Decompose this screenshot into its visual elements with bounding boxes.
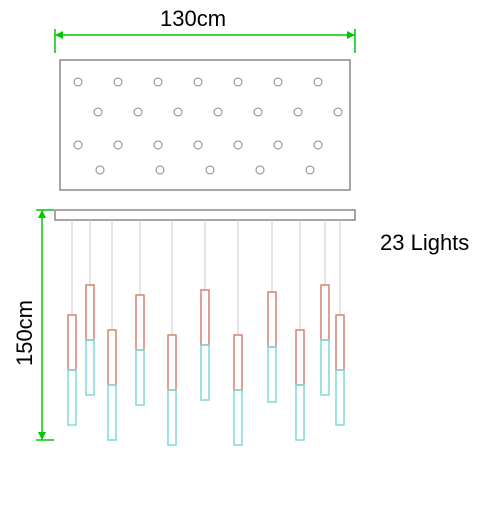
width-dimension-label: 130cm [160, 6, 226, 32]
height-dimension-label: 150cm [12, 300, 38, 366]
diagram-container: 130cm 150cm 23 Lights [0, 0, 500, 500]
lights-count-label: 23 Lights [380, 230, 469, 256]
